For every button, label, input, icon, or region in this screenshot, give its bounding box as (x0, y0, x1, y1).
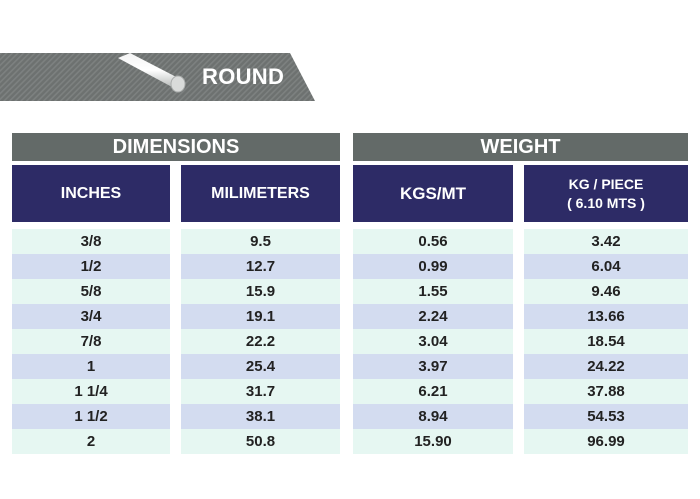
table-cell: 1/2 (12, 254, 170, 279)
inches-header-label: INCHES (60, 184, 122, 202)
steel-rod-icon (118, 53, 186, 93)
table-cell: 25.4 (181, 354, 340, 379)
table-cell: 37.88 (524, 379, 688, 404)
table-cell: 22.2 (181, 329, 340, 354)
table-cell: 19.1 (181, 304, 340, 329)
millimeters-header-label: MILIMETERS (211, 184, 310, 202)
dimensions-group-header: DIMENSIONS (12, 133, 340, 161)
table-cell: 2.24 (353, 304, 513, 329)
kgs-mt-header-label: KGS/MT (399, 183, 467, 203)
round-banner: ROUND (0, 53, 315, 101)
table-cell: 1 1/2 (12, 404, 170, 429)
table-cell: 1 (12, 354, 170, 379)
banner-title: ROUND (202, 64, 285, 89)
table-cell: 15.9 (181, 279, 340, 304)
table-cell: 9.46 (524, 279, 688, 304)
table-cell: 96.99 (524, 429, 688, 454)
table-cell: 9.5 (181, 229, 340, 254)
kg-piece-header-line2: ( 6.10 MTS ) (567, 194, 645, 211)
table-cell: 3.42 (524, 229, 688, 254)
table-cell: 38.1 (181, 404, 340, 429)
table-cell: 2 (12, 429, 170, 454)
table-cell: 0.56 (353, 229, 513, 254)
kg-piece-column-header: KG / PIECE ( 6.10 MTS ) (524, 165, 688, 222)
table-cell: 1.55 (353, 279, 513, 304)
table-cell: 31.7 (181, 379, 340, 404)
kg-piece-header-line1: KG / PIECE (568, 175, 644, 192)
millimeters-column: 9.5 12.7 15.9 19.1 22.2 25.4 31.7 38.1 5… (181, 224, 340, 460)
kgs-mt-column-header: KGS/MT (353, 165, 513, 222)
kg-piece-column: 3.42 6.04 9.46 13.66 18.54 24.22 37.88 5… (524, 224, 688, 460)
table-cell: 13.66 (524, 304, 688, 329)
banner-background (0, 53, 315, 101)
kgs-mt-column: 0.56 0.99 1.55 2.24 3.04 3.97 6.21 8.94 … (353, 224, 513, 460)
table-cell: 6.04 (524, 254, 688, 279)
inches-column: 3/8 1/2 5/8 3/4 7/8 1 1 1/4 1 1/2 2 (12, 224, 170, 460)
table-cell: 3.97 (353, 354, 513, 379)
table-cell: 50.8 (181, 429, 340, 454)
table-cell: 0.99 (353, 254, 513, 279)
table-cell: 15.90 (353, 429, 513, 454)
table-cell: 3.04 (353, 329, 513, 354)
table-cell: 8.94 (353, 404, 513, 429)
table-cell: 6.21 (353, 379, 513, 404)
table-cell: 3/4 (12, 304, 170, 329)
table-cell: 1 1/4 (12, 379, 170, 404)
table-cell: 7/8 (12, 329, 170, 354)
inches-column-header: INCHES (12, 165, 170, 222)
table-cell: 18.54 (524, 329, 688, 354)
table-cell: 54.53 (524, 404, 688, 429)
millimeters-column-header: MILIMETERS (181, 165, 340, 222)
table-cell: 12.7 (181, 254, 340, 279)
table-cell: 3/8 (12, 229, 170, 254)
weight-group-header: WEIGHT (353, 133, 688, 161)
table-cell: 24.22 (524, 354, 688, 379)
table-cell: 5/8 (12, 279, 170, 304)
